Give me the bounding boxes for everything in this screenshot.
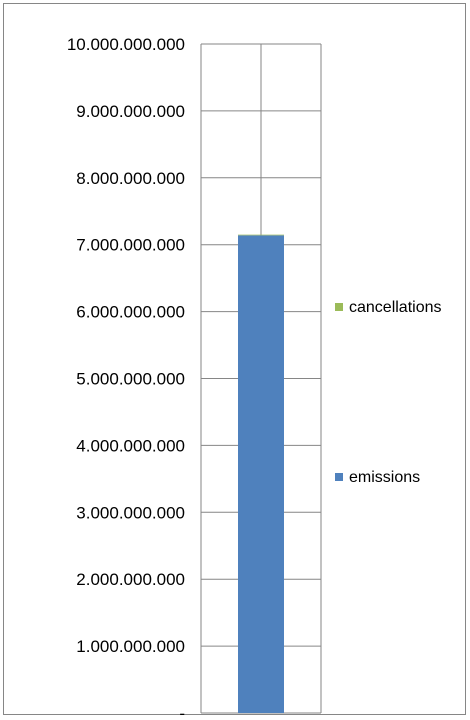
- bar-emissions: [238, 235, 284, 714]
- legend-label-cancellations: cancellations: [349, 299, 442, 316]
- y-tick-label: 2.000.000.000: [76, 570, 185, 589]
- y-tick-label: 7.000.000.000: [76, 236, 185, 255]
- y-tick-label: 4.000.000.000: [76, 436, 185, 455]
- y-tick-label: 10.000.000.000: [67, 35, 185, 54]
- y-tick-label: 6.000.000.000: [76, 303, 185, 322]
- y-tick-label: 3.000.000.000: [76, 503, 185, 522]
- y-tick-label: 9.000.000.000: [76, 102, 185, 121]
- bar-cancellations: [238, 234, 284, 236]
- legend-swatch-emissions: [335, 473, 343, 481]
- legend: cancellations emissions: [335, 299, 442, 486]
- chart-frame: - 1.000.000.000 2.000.000.000 3.000.000.000…: [3, 3, 466, 716]
- legend-swatch-cancellations: [335, 303, 343, 311]
- bar-group: [238, 234, 284, 714]
- legend-label-emissions: emissions: [349, 469, 420, 486]
- y-axis-tick-labels: - 1.000.000.000 2.000.000.000 3.000.000.000…: [67, 35, 185, 716]
- y-tick-label: 5.000.000.000: [76, 370, 185, 389]
- y-tick-label: 8.000.000.000: [76, 169, 185, 188]
- y-tick-label: -: [179, 704, 185, 716]
- y-tick-label: 1.000.000.000: [76, 637, 185, 656]
- chart-svg: - 1.000.000.000 2.000.000.000 3.000.000.000…: [67, 35, 442, 716]
